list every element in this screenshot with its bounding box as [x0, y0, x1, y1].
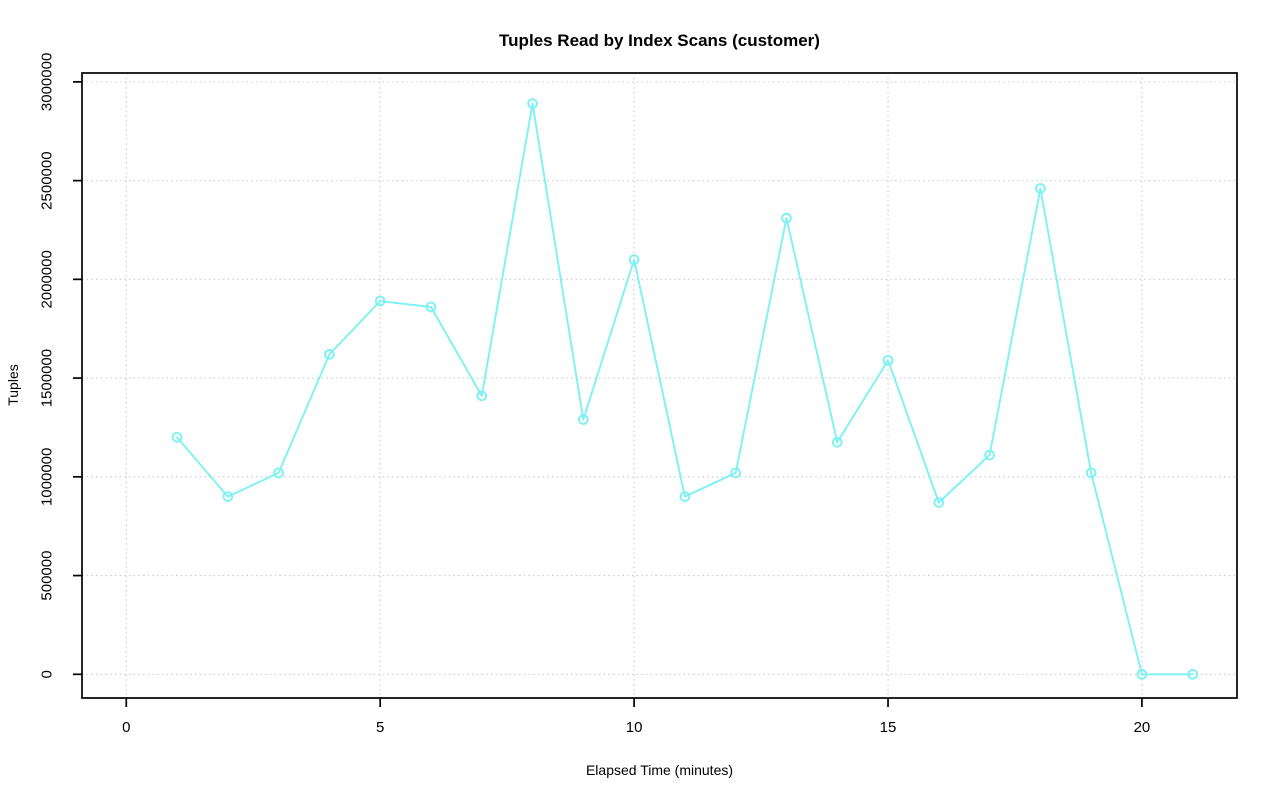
y-tick-label: 500000 [39, 551, 56, 601]
y-axis-label: Tuples [5, 364, 21, 406]
x-tick-label: 10 [626, 719, 643, 736]
data-point [984, 449, 995, 461]
y-tick-label: 0 [39, 670, 56, 678]
data-point [222, 491, 234, 502]
data-point [324, 349, 335, 360]
plot-box [81, 72, 1238, 699]
data-point [730, 467, 742, 479]
data-point [628, 254, 640, 265]
x-tick-label: 20 [1134, 719, 1151, 736]
y-tick-label: 1500000 [39, 349, 56, 407]
data-point [831, 436, 843, 448]
chart-title: Tuples Read by Index Scans (customer) [499, 31, 820, 50]
x-tick-label: 15 [880, 719, 897, 736]
data-point [882, 354, 894, 366]
data-point [425, 301, 437, 313]
y-tick-label: 3000000 [39, 53, 56, 111]
x-tick-label: 5 [376, 719, 384, 736]
x-axis-label: Elapsed Time (minutes) [585, 762, 734, 778]
y-tick-label: 2000000 [39, 250, 56, 308]
y-tick-label: 2500000 [39, 151, 56, 209]
data-point [577, 414, 589, 425]
y-tick-label: 1000000 [39, 448, 56, 506]
data-point [679, 491, 691, 502]
x-tick-label: 0 [122, 719, 130, 736]
data-point [273, 467, 284, 479]
data-point [1085, 467, 1097, 479]
data-point [1187, 668, 1199, 680]
data-point [1035, 183, 1046, 194]
data-point [781, 212, 792, 224]
series-line [176, 102, 1194, 676]
data-point [171, 431, 183, 443]
data-point [527, 98, 538, 109]
data-point [933, 497, 945, 508]
data-point [374, 295, 386, 307]
data-point [476, 390, 488, 402]
data-point [1136, 668, 1148, 680]
